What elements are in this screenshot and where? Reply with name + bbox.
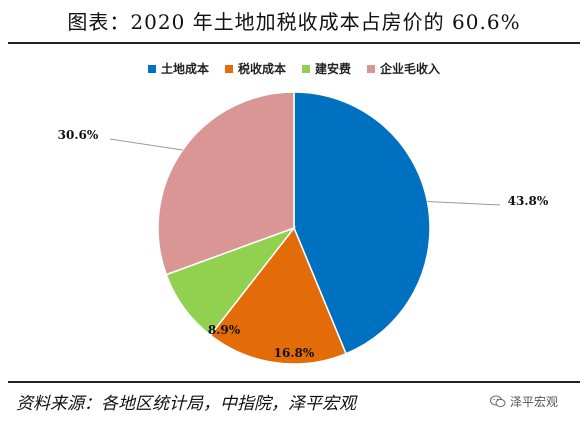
data-label: 30.6% — [58, 128, 99, 142]
leader-line — [109, 138, 183, 151]
legend-swatch — [147, 64, 156, 73]
title-rule — [8, 42, 580, 44]
data-label: 16.8% — [274, 346, 315, 360]
legend-item-gross-revenue: 企业毛收入 — [367, 60, 440, 77]
legend-label: 土地成本 — [160, 62, 209, 76]
pie-slice — [293, 91, 431, 355]
pie-slice — [157, 91, 295, 276]
legend-label: 建安费 — [315, 62, 352, 76]
chart-title: 图表：2020 年土地加税收成本占房价的 60.6% — [67, 10, 521, 34]
watermark-text: 泽平宏观 — [509, 395, 558, 409]
source-rule — [8, 381, 580, 383]
legend-item-construction: 建安费 — [302, 60, 351, 77]
watermark: 泽平宏观 — [489, 393, 558, 410]
data-label: 43.8% — [508, 194, 549, 208]
legend-swatch — [224, 64, 233, 73]
legend: 土地成本 税收成本 建安费 企业毛收入 — [0, 60, 588, 77]
pie-slice — [209, 226, 347, 365]
data-label: 8.9% — [208, 323, 241, 337]
wechat-icon — [489, 395, 506, 408]
legend-label: 税收成本 — [237, 62, 286, 76]
legend-item-tax: 税收成本 — [224, 60, 286, 77]
source-note: 资料来源：各地区统计局，中指院，泽平宏观 — [16, 394, 356, 414]
leader-line — [427, 200, 501, 206]
legend-swatch — [367, 64, 376, 73]
legend-label: 企业毛收入 — [380, 62, 441, 76]
legend-swatch — [302, 64, 310, 73]
legend-item-land: 土地成本 — [147, 60, 209, 77]
